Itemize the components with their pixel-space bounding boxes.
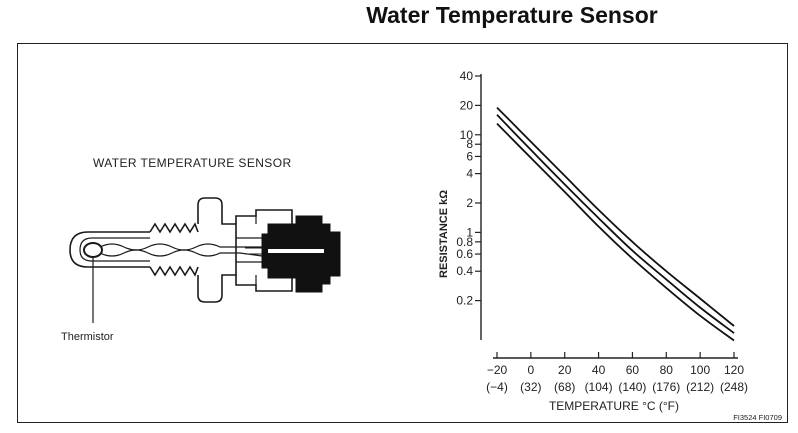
series-line-nominal [496, 114, 735, 334]
y-tick-label: 0.4 [456, 264, 473, 278]
page-title: Water Temperature Sensor [366, 2, 658, 28]
y-tick-label: 10 [460, 128, 474, 142]
x-tick-label-celsius: 100 [690, 363, 710, 377]
sensor-heading: WATER TEMPERATURE SENSOR [93, 156, 292, 170]
x-tick-label-fahrenheit: (104) [585, 380, 613, 394]
connector-pin [268, 249, 324, 253]
lead-wire-lower [99, 249, 263, 257]
y-tick-label: 1 [466, 225, 473, 239]
x-tick-label-fahrenheit: (32) [520, 380, 541, 394]
x-tick-label-fahrenheit: (−4) [486, 380, 508, 394]
x-tick-label-celsius: 120 [724, 363, 744, 377]
x-axis-label: TEMPERATURE °C (°F) [549, 399, 679, 413]
x-tick-label-fahrenheit: (212) [686, 380, 714, 394]
hex-body [197, 197, 237, 303]
figure-frame [17, 43, 788, 423]
thermistor-element [83, 242, 103, 258]
sensor-drawing [69, 197, 300, 303]
y-tick-label: 0.2 [456, 294, 473, 308]
y-tick-label: 0.6 [456, 247, 473, 261]
x-tick-label-fahrenheit: (248) [720, 380, 748, 394]
thread-top [149, 222, 199, 234]
lead-wire [99, 243, 262, 251]
x-tick-label-celsius: 80 [660, 363, 674, 377]
y-tick-label: 2 [466, 196, 473, 210]
series-line-upper [496, 106, 735, 327]
y-tick-label: 4 [466, 167, 473, 181]
probe-inner [79, 237, 150, 262]
y-tick-label: 8 [466, 137, 473, 151]
x-tick-label-celsius: −20 [487, 363, 508, 377]
connector-block [261, 215, 341, 293]
figure-code: FI3524 FI0709 [733, 413, 782, 422]
rear-shell-bottom [235, 275, 293, 292]
x-tick-label-fahrenheit: (140) [618, 380, 646, 394]
y-tick-label: 0.8 [456, 235, 473, 249]
y-axis-label: RESISTANCE kΩ [438, 190, 450, 278]
thermistor-label: Thermistor [61, 331, 114, 343]
x-tick-label-celsius: 20 [558, 363, 572, 377]
rear-shell [235, 209, 293, 224]
x-tick-label-celsius: 60 [626, 363, 640, 377]
x-tick-label-celsius: 0 [528, 363, 535, 377]
y-tick-label: 40 [460, 69, 474, 83]
series-line-lower [496, 122, 735, 342]
y-tick-label: 6 [466, 149, 473, 163]
x-tick-label-celsius: 40 [592, 363, 606, 377]
y-tick-label: 20 [460, 98, 474, 112]
x-tick-label-fahrenheit: (68) [554, 380, 575, 394]
x-tick-label-fahrenheit: (176) [652, 380, 680, 394]
thread-bottom [149, 265, 199, 277]
chart-series [496, 106, 735, 342]
probe-outline [69, 231, 150, 268]
chart-axes [480, 74, 738, 359]
